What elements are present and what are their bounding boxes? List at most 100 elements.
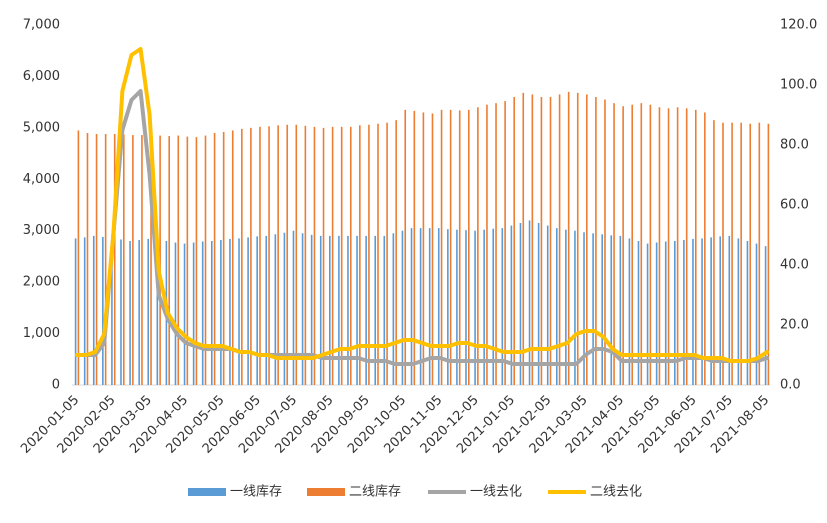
bar bbox=[746, 241, 749, 385]
bar bbox=[513, 97, 515, 385]
bar bbox=[329, 235, 331, 385]
legend-item: 二线去化 bbox=[548, 485, 642, 500]
bar bbox=[392, 233, 395, 385]
bar bbox=[567, 91, 570, 385]
bar bbox=[301, 233, 304, 385]
bar bbox=[522, 92, 525, 385]
bar bbox=[410, 228, 413, 385]
bar bbox=[694, 109, 697, 385]
y-tick-label: 2,000 bbox=[23, 275, 60, 290]
bar bbox=[347, 235, 349, 385]
bar bbox=[319, 235, 322, 385]
bar bbox=[458, 110, 461, 385]
bar bbox=[395, 120, 397, 386]
y2-tick-label: 60.0 bbox=[780, 198, 809, 213]
y-tick-label: 5,000 bbox=[23, 120, 60, 135]
bar bbox=[622, 106, 624, 385]
bar bbox=[147, 238, 150, 385]
bar bbox=[104, 134, 107, 385]
bar bbox=[728, 235, 731, 385]
bar bbox=[474, 230, 476, 385]
bar bbox=[220, 239, 222, 385]
bar bbox=[292, 230, 295, 385]
bar bbox=[340, 126, 343, 385]
bar bbox=[519, 223, 522, 385]
y-tick-label: 0 bbox=[52, 378, 60, 393]
bar bbox=[631, 104, 634, 385]
bar bbox=[437, 228, 440, 385]
legend-label: 一线去化 bbox=[470, 485, 522, 500]
bar bbox=[129, 241, 131, 385]
bar bbox=[549, 97, 552, 385]
bar bbox=[268, 126, 270, 386]
bar bbox=[365, 235, 367, 385]
bar bbox=[102, 236, 104, 385]
bar bbox=[322, 127, 325, 385]
bar bbox=[628, 238, 631, 385]
y2-tick-label: 0.0 bbox=[780, 378, 801, 393]
bar bbox=[456, 229, 458, 385]
bar bbox=[213, 133, 216, 385]
bar bbox=[295, 124, 298, 386]
bar bbox=[764, 246, 767, 385]
bar bbox=[150, 135, 152, 385]
bar bbox=[83, 237, 86, 385]
legend-item: 一线去化 bbox=[428, 485, 522, 500]
bar bbox=[604, 99, 606, 386]
bar bbox=[531, 94, 534, 385]
bar bbox=[737, 238, 740, 385]
bar bbox=[664, 241, 667, 385]
bar bbox=[132, 135, 134, 385]
bar bbox=[528, 220, 531, 385]
bar bbox=[649, 104, 652, 385]
bar bbox=[141, 135, 143, 385]
bar bbox=[250, 127, 252, 385]
bar bbox=[120, 239, 122, 385]
bar bbox=[183, 243, 186, 385]
bar bbox=[586, 94, 588, 385]
legend-label: 一线库存 bbox=[230, 484, 282, 500]
legend-label: 二线库存 bbox=[349, 484, 401, 500]
bar bbox=[386, 122, 388, 385]
bar bbox=[331, 126, 334, 385]
bar bbox=[574, 230, 576, 385]
bar bbox=[676, 107, 679, 386]
bar bbox=[565, 229, 567, 385]
bar bbox=[465, 230, 467, 385]
bar bbox=[404, 109, 407, 385]
bar bbox=[274, 234, 277, 385]
bar bbox=[95, 134, 98, 385]
bar bbox=[683, 239, 685, 385]
bar bbox=[510, 225, 513, 385]
bar bbox=[477, 107, 479, 386]
bar bbox=[231, 130, 234, 385]
bar bbox=[277, 125, 279, 386]
y2-tick-label: 20.0 bbox=[780, 318, 809, 333]
bar bbox=[259, 126, 261, 385]
bar bbox=[113, 134, 116, 385]
bar bbox=[247, 237, 249, 385]
bar bbox=[467, 109, 470, 385]
bar bbox=[138, 239, 140, 385]
bar bbox=[265, 235, 268, 385]
bar bbox=[256, 236, 258, 385]
bar bbox=[156, 238, 159, 385]
bar bbox=[304, 125, 307, 386]
bar bbox=[483, 229, 485, 385]
bar bbox=[86, 133, 89, 385]
bar bbox=[655, 242, 658, 385]
bar bbox=[758, 122, 761, 385]
bar bbox=[637, 241, 640, 385]
bar bbox=[740, 122, 742, 385]
bar bbox=[431, 113, 434, 385]
bar bbox=[222, 131, 225, 385]
bar bbox=[111, 238, 113, 385]
bar bbox=[238, 238, 240, 385]
bar bbox=[685, 108, 688, 386]
bar bbox=[419, 228, 422, 385]
bar bbox=[504, 101, 506, 385]
bar bbox=[619, 235, 622, 385]
bar bbox=[558, 94, 561, 385]
bar bbox=[537, 223, 540, 385]
